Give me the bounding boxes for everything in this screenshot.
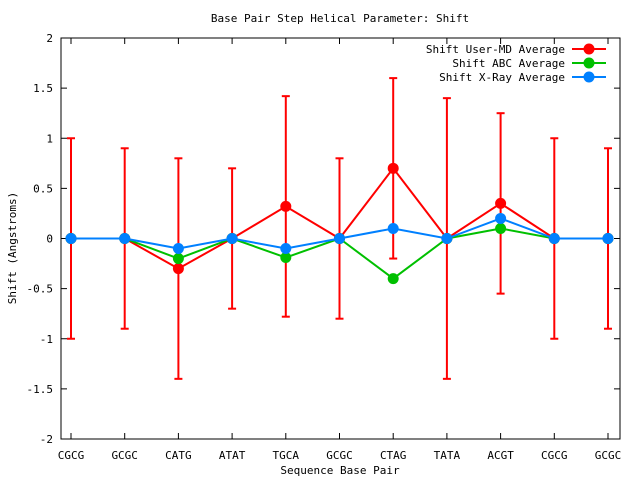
y-tick-label: -1.5: [27, 383, 54, 396]
x-tick-label: GCGC: [595, 449, 622, 462]
x-tick-label: TATA: [434, 449, 461, 462]
x-tick-label: GCGC: [326, 449, 353, 462]
series-point-1: [387, 273, 399, 285]
series-point-0: [387, 162, 399, 174]
legend-marker: [583, 43, 595, 55]
series-point-1: [172, 253, 184, 265]
x-tick-label: GCGC: [111, 449, 138, 462]
y-tick-label: -1: [40, 333, 53, 346]
series-point-2: [226, 233, 238, 244]
series-point-2: [334, 233, 345, 244]
series-point-2: [172, 243, 184, 255]
legend-marker: [583, 57, 595, 69]
x-tick-label: ACGT: [487, 449, 514, 462]
x-tick-label: CTAG: [380, 449, 407, 462]
y-tick-label: 1.5: [33, 82, 53, 95]
y-axis-ticks: -2 -1.5 -1 -0.5 0 0.5 1 1.5 2: [27, 32, 620, 446]
x-tick-label: CATG: [165, 449, 192, 462]
series-point-2: [119, 233, 131, 244]
series-point-2: [441, 233, 453, 244]
series-group: [65, 162, 614, 285]
y-axis-label: Shift (Angstroms): [6, 192, 19, 305]
x-tick-label: ATAT: [219, 449, 246, 462]
x-tick-label: CGCG: [541, 449, 568, 462]
series-point-0: [280, 200, 292, 212]
series-point-2: [548, 233, 560, 244]
x-tick-label: TGCA: [273, 449, 300, 462]
chart-title: Base Pair Step Helical Parameter: Shift: [211, 12, 469, 25]
x-axis-ticks: CGCG GCGC CATG ATAT TGCA GCGC CTAG TATA ACGT CGCG…: [58, 38, 622, 462]
y-tick-label: 1: [46, 132, 53, 145]
series-point-2: [602, 233, 614, 244]
series-point-2: [387, 222, 399, 234]
legend-marker: [583, 71, 595, 83]
series-point-2: [495, 212, 507, 224]
series-point-1: [495, 222, 507, 234]
y-tick-label: 0: [46, 233, 53, 246]
legend-label: Shift ABC Average: [452, 57, 565, 70]
x-tick-label: CGCG: [58, 449, 85, 462]
series-point-2: [280, 243, 292, 255]
x-axis-label: Sequence Base Pair: [280, 464, 400, 477]
series-point-0: [172, 263, 184, 275]
y-tick-label: 2: [46, 32, 53, 45]
legend-label: Shift X-Ray Average: [439, 71, 565, 84]
series-point-1: [280, 252, 292, 264]
series-point-0: [495, 197, 507, 209]
y-tick-label: -0.5: [27, 283, 54, 296]
legend-label: Shift User-MD Average: [426, 43, 565, 56]
y-tick-label: 0.5: [33, 182, 53, 195]
y-tick-label: -2: [40, 433, 53, 446]
series-point-2: [65, 233, 77, 244]
